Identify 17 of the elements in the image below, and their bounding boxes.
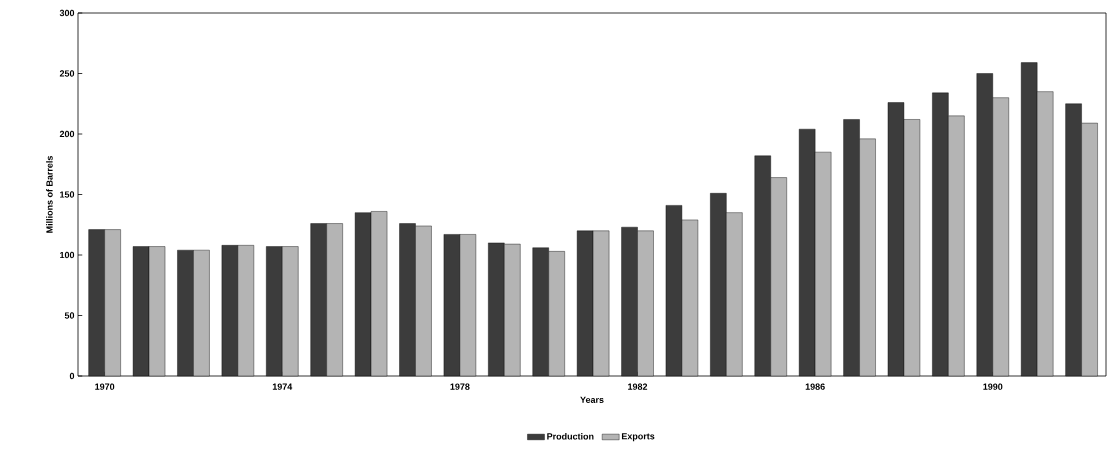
y-tick-label: 200 [59,130,75,138]
y-tick-label: 250 [59,70,75,77]
y-tick-label: 150 [60,191,75,198]
x-tick-label: 1986 [805,383,825,390]
y-tick-label: 0 [69,372,75,380]
y-tick-label: 50 [64,312,75,319]
y-tick-label: 100 [60,251,75,259]
x-tick-label: 1974 [272,383,293,390]
x-tick-label: 1978 [450,383,470,390]
x-axis-title: Years [580,396,604,403]
legend-label: Production [547,432,594,440]
y-axis-title: Millions of Barrels [46,156,53,233]
x-tick-label: 1970 [95,383,115,390]
y-tick-label: 300 [59,9,75,17]
x-tick-label: 1990 [983,383,1003,390]
legend-label: Exports [621,433,655,442]
x-tick-label: 1982 [628,383,648,390]
